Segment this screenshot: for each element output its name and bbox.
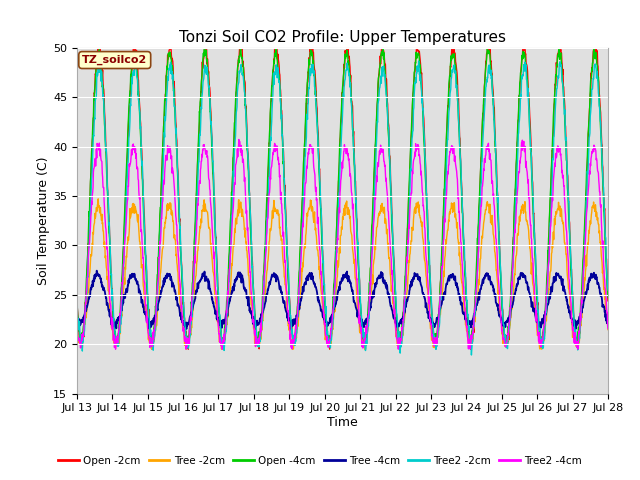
Line: Tree2 -4cm: Tree2 -4cm <box>77 140 608 349</box>
Tree -2cm <box>426 314 433 320</box>
Open -2cm <box>184 346 192 352</box>
Open -2cm <box>495 229 502 235</box>
Open -4cm <box>73 291 81 297</box>
Tree2 -2cm <box>73 288 81 294</box>
X-axis label: Time: Time <box>327 416 358 429</box>
Tree -2cm <box>604 327 612 333</box>
Open -2cm <box>73 288 81 294</box>
Tree2 -4cm <box>495 282 502 288</box>
Tree2 -4cm <box>191 247 199 253</box>
Line: Open -2cm: Open -2cm <box>77 38 608 349</box>
Title: Tonzi Soil CO2 Profile: Upper Temperatures: Tonzi Soil CO2 Profile: Upper Temperatur… <box>179 30 506 46</box>
Tree -4cm <box>604 319 612 324</box>
Tree -4cm <box>191 296 199 301</box>
Open -2cm <box>252 312 259 317</box>
Tree2 -2cm <box>425 240 433 245</box>
Tree -4cm <box>357 326 365 332</box>
Tree2 -4cm <box>426 298 433 304</box>
Open -4cm <box>495 233 502 239</box>
Tree2 -4cm <box>179 320 186 325</box>
Tree -2cm <box>73 335 81 340</box>
Open -2cm <box>202 36 210 41</box>
Line: Tree2 -2cm: Tree2 -2cm <box>77 59 608 355</box>
Y-axis label: Soil Temperature (C): Soil Temperature (C) <box>37 156 50 285</box>
Open -4cm <box>255 344 263 349</box>
Tree2 -4cm <box>252 327 259 333</box>
Tree2 -2cm <box>542 313 550 319</box>
Tree2 -2cm <box>179 275 186 281</box>
Open -2cm <box>542 315 550 321</box>
Tree2 -2cm <box>131 56 139 61</box>
Open -4cm <box>237 44 244 50</box>
Tree -2cm <box>252 335 259 340</box>
Open -4cm <box>426 270 433 276</box>
Tree -4cm <box>179 320 186 325</box>
Open -4cm <box>604 295 612 300</box>
Tree -2cm <box>192 274 200 279</box>
Tree2 -2cm <box>251 311 259 317</box>
Tree -4cm <box>542 310 550 315</box>
Line: Tree -2cm: Tree -2cm <box>77 199 608 349</box>
Tree -2cm <box>179 319 186 324</box>
Tree -4cm <box>93 268 100 274</box>
Open -4cm <box>542 300 550 306</box>
Line: Tree -4cm: Tree -4cm <box>77 271 608 329</box>
Text: TZ_soilco2: TZ_soilco2 <box>82 55 147 65</box>
Open -4cm <box>251 311 259 317</box>
Open -2cm <box>604 298 612 304</box>
Open -2cm <box>178 274 186 279</box>
Tree -4cm <box>426 313 433 319</box>
Tree2 -4cm <box>542 308 550 313</box>
Tree2 -4cm <box>112 346 120 352</box>
Open -2cm <box>191 224 199 229</box>
Tree2 -2cm <box>604 287 612 293</box>
Tree -2cm <box>94 196 102 202</box>
Open -4cm <box>178 278 186 284</box>
Tree -2cm <box>495 292 502 298</box>
Open -4cm <box>191 228 199 233</box>
Line: Open -4cm: Open -4cm <box>77 47 608 347</box>
Tree -2cm <box>542 319 550 325</box>
Tree -4cm <box>495 311 502 316</box>
Legend: Open -2cm, Tree -2cm, Open -4cm, Tree -4cm, Tree2 -2cm, Tree2 -4cm: Open -2cm, Tree -2cm, Open -4cm, Tree -4… <box>54 452 586 470</box>
Tree2 -2cm <box>495 227 502 232</box>
Tree2 -4cm <box>604 326 612 332</box>
Open -2cm <box>426 262 433 268</box>
Tree2 -4cm <box>73 323 81 329</box>
Tree -4cm <box>251 325 259 331</box>
Tree -2cm <box>182 346 190 352</box>
Tree2 -2cm <box>191 242 199 248</box>
Tree2 -2cm <box>468 352 476 358</box>
Tree2 -4cm <box>235 137 243 143</box>
Tree -4cm <box>73 319 81 325</box>
